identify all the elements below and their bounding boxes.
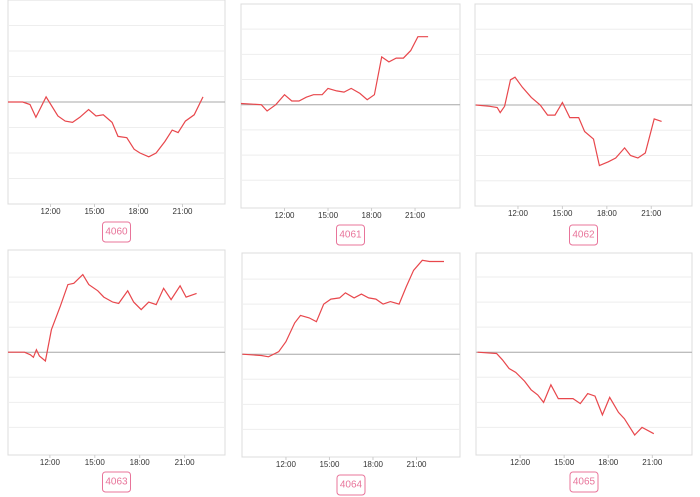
x-tick-label: 12:00 (508, 209, 529, 218)
line-series (477, 351, 655, 436)
chart-label: 4063 (105, 477, 128, 488)
panel (241, 252, 461, 458)
chart-label: 4065 (573, 477, 596, 488)
x-tick-label: 15:00 (85, 458, 106, 467)
x-tick-label: 21:00 (405, 211, 426, 220)
label-box (569, 471, 599, 493)
label-box (336, 224, 365, 246)
x-tick-label: 18:00 (362, 211, 383, 220)
label-box (102, 471, 131, 493)
x-tick-label: 18:00 (597, 209, 618, 218)
label-box (336, 474, 366, 496)
x-tick-label: 18:00 (128, 207, 149, 216)
x-tick-label: 18:00 (363, 460, 384, 469)
x-tick-label: 15:00 (84, 207, 105, 216)
panel (475, 252, 693, 456)
chart-label: 4064 (340, 480, 363, 491)
chart-label: 4060 (105, 227, 128, 238)
x-tick-label: 21:00 (406, 460, 427, 469)
x-tick-label: 21:00 (641, 209, 662, 218)
x-tick-label: 21:00 (172, 207, 193, 216)
chart-label: 4062 (572, 230, 595, 241)
line-series (240, 36, 429, 112)
x-tick-label: 12:00 (40, 458, 61, 467)
line-series (8, 95, 204, 158)
line-series (475, 76, 662, 167)
x-tick-label: 15:00 (319, 460, 340, 469)
x-tick-label: 15:00 (554, 458, 575, 467)
x-tick-label: 12:00 (276, 460, 297, 469)
label-box (569, 224, 598, 246)
x-tick-label: 18:00 (598, 458, 619, 467)
x-tick-label: 12:00 (510, 458, 531, 467)
label-box (102, 221, 131, 243)
x-tick-label: 21:00 (642, 458, 663, 467)
x-tick-label: 12:00 (274, 211, 295, 220)
x-tick-label: 18:00 (130, 458, 151, 467)
x-tick-label: 12:00 (41, 207, 62, 216)
x-tick-label: 21:00 (175, 458, 196, 467)
chart-label: 4061 (339, 230, 362, 241)
panel (240, 3, 461, 209)
x-tick-label: 15:00 (318, 211, 339, 220)
x-tick-label: 15:00 (552, 209, 573, 218)
line-series (242, 259, 444, 358)
line-series (8, 273, 197, 363)
